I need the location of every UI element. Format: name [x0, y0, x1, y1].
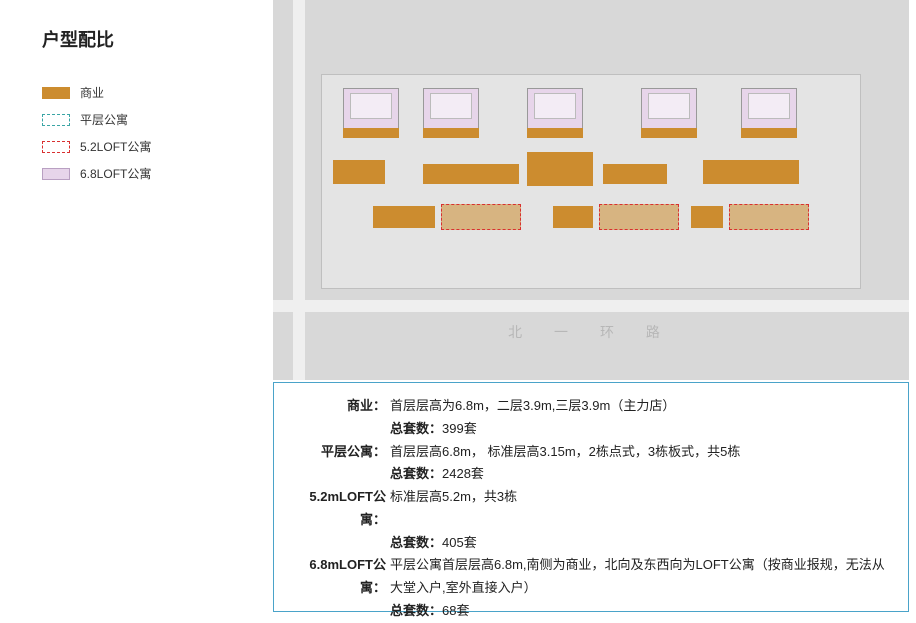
legend-swatch [42, 87, 70, 99]
legend-item: 平层公寓 [42, 111, 151, 128]
plan-commercial [641, 128, 697, 138]
desc-count-label: 总套数： [390, 603, 442, 618]
legend-label: 6.8LOFT公寓 [80, 165, 151, 182]
desc-text: 平层公寓首层层高6.8m,南侧为商业，北向及东西向为LOFT公寓（按商业报规，无… [390, 554, 894, 600]
desc-count: 405套 [442, 535, 477, 550]
desc-category: 5.2mLOFT公寓： [288, 486, 390, 532]
desc-count: 68套 [442, 603, 469, 618]
legend-swatch [42, 114, 70, 126]
plan-tower [423, 88, 479, 132]
desc-text: 首层层高为6.8m，二层3.9m,三层3.9m（主力店） [390, 395, 894, 418]
road-horizontal [273, 300, 909, 312]
plan-tower [641, 88, 697, 132]
desc-row: 6.8mLOFT公寓：平层公寓首层层高6.8m,南侧为商业，北向及东西向为LOF… [288, 554, 894, 600]
page-root: 户型配比 商业平层公寓 5.2LOFT公寓 6.8LOFT公寓 北 一 环 路 商业… [0, 0, 916, 615]
plan-tower [527, 88, 583, 132]
desc-category: 6.8mLOFT公寓： [288, 554, 390, 600]
desc-row: 5.2mLOFT公寓：标准层高5.2m，共3栋 [288, 486, 894, 532]
plan-commercial [373, 206, 435, 228]
plan-tower [343, 88, 399, 132]
page-title: 户型配比 [42, 26, 114, 52]
legend-label: 平层公寓 [80, 111, 128, 128]
plan-commercial [703, 160, 799, 184]
desc-text: 标准层高5.2m，共3栋 [390, 486, 894, 532]
plan-commercial [343, 128, 399, 138]
desc-count-label: 总套数： [390, 466, 442, 481]
desc-count: 399套 [442, 421, 477, 436]
desc-category: 商业： [288, 395, 390, 418]
plan-commercial [553, 206, 593, 228]
plan-loft52 [441, 204, 521, 230]
legend-item: 5.2LOFT公寓 [42, 138, 151, 155]
plan-commercial [423, 128, 479, 138]
plan-commercial [527, 128, 583, 138]
plan-commercial [603, 164, 667, 184]
plan-commercial [741, 128, 797, 138]
desc-count-row: 总套数：2428套 [288, 463, 894, 486]
legend-label: 5.2LOFT公寓 [80, 138, 151, 155]
plan-tower [741, 88, 797, 132]
plan-commercial [527, 152, 593, 186]
desc-count-row: 总套数：68套 [288, 600, 894, 623]
desc-row: 平层公寓：首层层高6.8m， 标准层高3.15m，2栋点式，3栋板式，共5栋 [288, 441, 894, 464]
legend-swatch [42, 168, 70, 180]
desc-count-label: 总套数： [390, 421, 442, 436]
legend-swatch [42, 141, 70, 153]
desc-count: 2428套 [442, 466, 484, 481]
desc-count-row: 总套数：399套 [288, 418, 894, 441]
plan-commercial [691, 206, 723, 228]
plan-commercial [333, 160, 385, 184]
road-vertical [293, 0, 305, 380]
desc-count-row: 总套数：405套 [288, 532, 894, 555]
plan-commercial [423, 164, 519, 184]
plan-loft52 [729, 204, 809, 230]
desc-row: 商业：首层层高为6.8m，二层3.9m,三层3.9m（主力店） [288, 395, 894, 418]
legend-label: 商业 [80, 84, 104, 101]
road-label: 北 一 环 路 [508, 322, 674, 342]
desc-count-label: 总套数： [390, 535, 442, 550]
desc-text: 首层层高6.8m， 标准层高3.15m，2栋点式，3栋板式，共5栋 [390, 441, 894, 464]
description-panel: 商业：首层层高为6.8m，二层3.9m,三层3.9m（主力店）总套数：399套平… [273, 382, 909, 612]
legend-item: 商业 [42, 84, 151, 101]
siteplan-canvas: 北 一 环 路 [273, 0, 909, 380]
desc-category: 平层公寓： [288, 441, 390, 464]
legend-block: 商业平层公寓 5.2LOFT公寓 6.8LOFT公寓 [42, 84, 151, 192]
legend-item: 6.8LOFT公寓 [42, 165, 151, 182]
plan-loft52 [599, 204, 679, 230]
